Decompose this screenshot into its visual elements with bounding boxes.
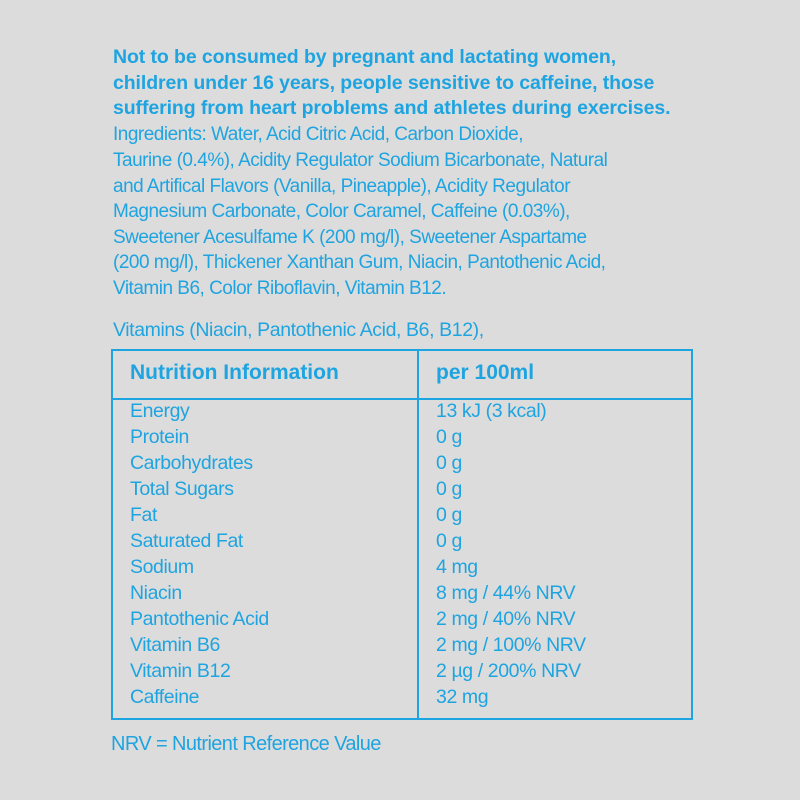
nutrient-name: Saturated Fat xyxy=(130,530,243,552)
vitamins-line: Vitamins (Niacin, Pantothenic Acid, B6, … xyxy=(113,319,484,341)
nutrient-name: Protein xyxy=(130,426,189,448)
nutrient-value: 13 kJ (3 kcal) xyxy=(436,400,547,422)
table-row: Vitamin B6 2 mg / 100% NRV xyxy=(113,634,691,660)
warning-line: children under 16 years, people sensitiv… xyxy=(113,72,655,94)
nutrient-value: 0 g xyxy=(436,530,462,552)
ingredients-line: Sweetener Acesulfame K (200 mg/l), Sweet… xyxy=(113,227,587,248)
nutrient-value: 8 mg / 44% NRV xyxy=(436,582,576,604)
table-row: Fat 0 g xyxy=(113,504,691,530)
nutrient-value: 32 mg xyxy=(436,686,489,708)
column-divider xyxy=(417,351,419,718)
nutrient-name: Vitamin B12 xyxy=(130,660,231,682)
nutrient-value: 0 g xyxy=(436,426,462,448)
nutrient-name: Total Sugars xyxy=(130,478,234,500)
warning-line: suffering from heart problems and athlet… xyxy=(113,97,671,119)
table-row: Carbohydrates 0 g xyxy=(113,452,691,478)
nutrient-value: 4 mg xyxy=(436,556,478,578)
ingredients-line: Vitamin B6, Color Riboflavin, Vitamin B1… xyxy=(113,278,447,299)
ingredients-line: and Artifical Flavors (Vanilla, Pineappl… xyxy=(113,176,571,197)
nutrient-name: Caffeine xyxy=(130,686,200,708)
nutrient-value: 0 g xyxy=(436,452,462,474)
header-nutrition-information: Nutrition Information xyxy=(130,361,339,384)
nrv-footnote: NRV = Nutrient Reference Value xyxy=(111,733,381,755)
ingredients-line: Taurine (0.4%), Acidity Regulator Sodium… xyxy=(113,150,608,171)
table-row: Sodium 4 mg xyxy=(113,556,691,582)
nutrient-name: Carbohydrates xyxy=(130,452,253,474)
nutrient-name: Energy xyxy=(130,400,190,422)
table-row: Energy 13 kJ (3 kcal) xyxy=(113,400,691,426)
nutrient-value: 2 mg / 40% NRV xyxy=(436,608,576,630)
table-row: Total Sugars 0 g xyxy=(113,478,691,504)
table-row: Protein 0 g xyxy=(113,426,691,452)
nutrition-table: Nutrition Information per 100ml Energy 13… xyxy=(111,349,693,720)
table-row: Vitamin B12 2 µg / 200% NRV xyxy=(113,660,691,686)
warning-line: Not to be consumed by pregnant and lacta… xyxy=(113,46,617,68)
nutrient-value: 0 g xyxy=(436,504,462,526)
table-row: Saturated Fat 0 g xyxy=(113,530,691,556)
nutrient-value: 0 g xyxy=(436,478,462,500)
nutrient-name: Sodium xyxy=(130,556,194,578)
header-per-100ml: per 100ml xyxy=(436,361,535,384)
header-divider xyxy=(113,398,691,400)
table-row: Niacin 8 mg / 44% NRV xyxy=(113,582,691,608)
nutrient-value: 2 µg / 200% NRV xyxy=(436,660,581,682)
ingredients-line: (200 mg/l), Thickener Xanthan Gum, Niaci… xyxy=(113,252,606,273)
ingredients-line: Magnesium Carbonate, Color Caramel, Caff… xyxy=(113,201,570,222)
nutrient-name: Pantothenic Acid xyxy=(130,608,269,630)
table-row: Caffeine 32 mg xyxy=(113,686,691,712)
nutrient-value: 2 mg / 100% NRV xyxy=(436,634,586,656)
ingredients-line: Ingredients: Water, Acid Citric Acid, Ca… xyxy=(113,124,524,145)
table-row: Pantothenic Acid 2 mg / 40% NRV xyxy=(113,608,691,634)
nutrient-name: Vitamin B6 xyxy=(130,634,220,656)
nutrient-name: Niacin xyxy=(130,582,182,604)
nutrient-name: Fat xyxy=(130,504,157,526)
